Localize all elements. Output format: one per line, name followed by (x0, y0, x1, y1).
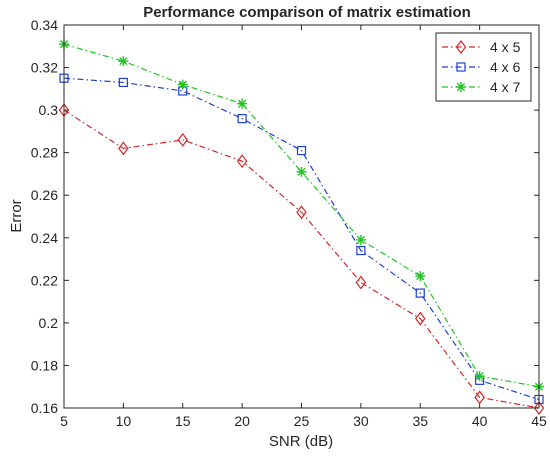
y-tick-label: 0.34 (31, 17, 58, 33)
legend-label: 4 x 7 (490, 79, 521, 95)
data-point (118, 77, 128, 88)
x-tick-label: 45 (531, 413, 547, 429)
y-axis-ticks: 0.16 0.18 0.2 0.22 0.24 0.26 0.28 0.3 0.32 0.34 (31, 17, 539, 416)
x-tick-label: 20 (234, 413, 250, 429)
series-line (63, 43, 540, 388)
series-2 (59, 73, 544, 405)
legend-label: 4 x 5 (490, 39, 521, 55)
series-3 (59, 39, 544, 392)
y-tick-label: 0.3 (39, 102, 59, 118)
legend-marker (456, 82, 466, 92)
data-point (355, 275, 367, 290)
x-tick-label: 15 (175, 413, 191, 429)
data-point (236, 154, 248, 169)
legend-item: 4 x 6 (442, 59, 521, 75)
x-tick-label: 25 (294, 413, 310, 429)
x-tick-label: 10 (116, 413, 132, 429)
data-point (533, 401, 545, 415)
data-point (237, 98, 248, 109)
x-tick-label: 30 (353, 413, 369, 429)
legend: 4 x 5 4 x 6 4 x 7 (435, 32, 532, 102)
legend-item: 4 x 7 (442, 79, 521, 95)
data-point (415, 311, 426, 326)
data-point (118, 56, 129, 67)
legend-label: 4 x 6 (490, 59, 521, 75)
data-point (237, 114, 247, 124)
data-point (355, 234, 366, 245)
data-point (296, 145, 307, 156)
y-tick-label: 0.26 (31, 187, 58, 203)
y-tick-label: 0.24 (31, 230, 58, 246)
legend-marker (456, 62, 466, 72)
data-point (296, 205, 307, 220)
data-point (177, 132, 188, 147)
data-point (118, 141, 129, 156)
y-tick-label: 0.32 (31, 60, 58, 76)
x-tick-label: 35 (412, 413, 428, 429)
series-line (63, 109, 540, 409)
legend-item: 4 x 5 (442, 39, 521, 55)
data-point (474, 390, 485, 405)
data-point (177, 79, 188, 90)
chart-title: Performance comparison of matrix estimat… (143, 4, 471, 21)
data-point (415, 288, 425, 298)
y-tick-label: 0.18 (31, 357, 58, 373)
data-point (356, 245, 366, 256)
x-tick-label: 5 (60, 413, 68, 429)
y-tick-label: 0.16 (31, 400, 58, 416)
series-layer (58, 39, 545, 415)
legend-marker (455, 40, 467, 54)
x-tick-label: 40 (472, 413, 488, 429)
y-tick-label: 0.22 (31, 272, 58, 288)
y-tick-label: 0.28 (31, 145, 58, 161)
x-axis-label: SNR (dB) (269, 433, 333, 450)
plot-frame (63, 24, 540, 409)
data-point (296, 166, 307, 177)
x-axis-ticks: 5 10 15 20 25 30 35 40 45 (60, 25, 547, 429)
y-axis-label: Error (8, 199, 25, 232)
series-line (63, 77, 540, 401)
data-point (474, 371, 485, 382)
y-tick-label: 0.2 (39, 315, 59, 331)
data-point (415, 271, 426, 282)
